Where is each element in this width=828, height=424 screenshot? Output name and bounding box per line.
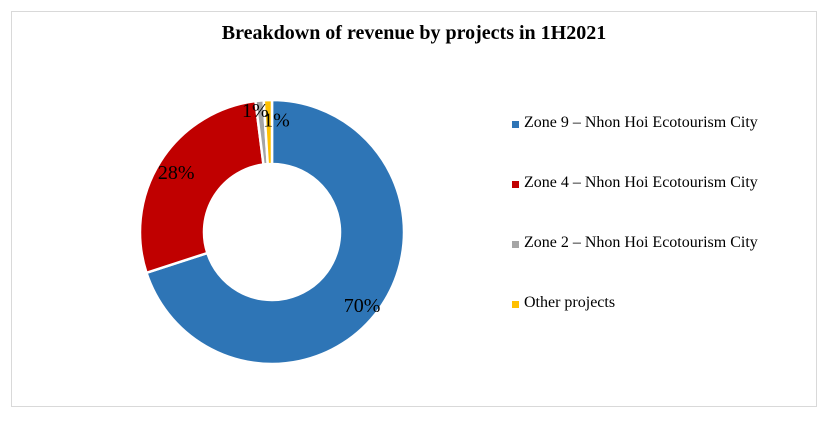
- legend-swatch: [512, 301, 519, 308]
- legend-label: Other projects: [524, 294, 616, 311]
- legend-swatch: [512, 241, 519, 248]
- donut-slices: [138, 98, 406, 366]
- legend-label: Zone 2 – Nhon Hoi Ecotourism City: [524, 234, 758, 251]
- slice-other-projects: [262, 98, 274, 166]
- data-label-zone-2: 1%: [242, 100, 269, 122]
- data-label-other-projects: 1%: [263, 110, 290, 132]
- legend-label: Zone 4 – Nhon Hoi Ecotourism City: [524, 174, 758, 191]
- donut-data-labels: 70% 28% 1%1%: [158, 100, 381, 317]
- slice-zone-9: [144, 98, 406, 366]
- chart-title: Breakdown of revenue by projects in 1H20…: [221, 22, 607, 44]
- data-label-zone-9: 70%: [344, 295, 381, 317]
- data-label-zone-4: 28%: [158, 162, 195, 184]
- legend-label: Zone 9 – Nhon Hoi Ecotourism City: [524, 114, 758, 131]
- slice-zone-4: [138, 99, 265, 275]
- legend-swatch: [512, 181, 519, 188]
- legend-swatch: [512, 121, 519, 128]
